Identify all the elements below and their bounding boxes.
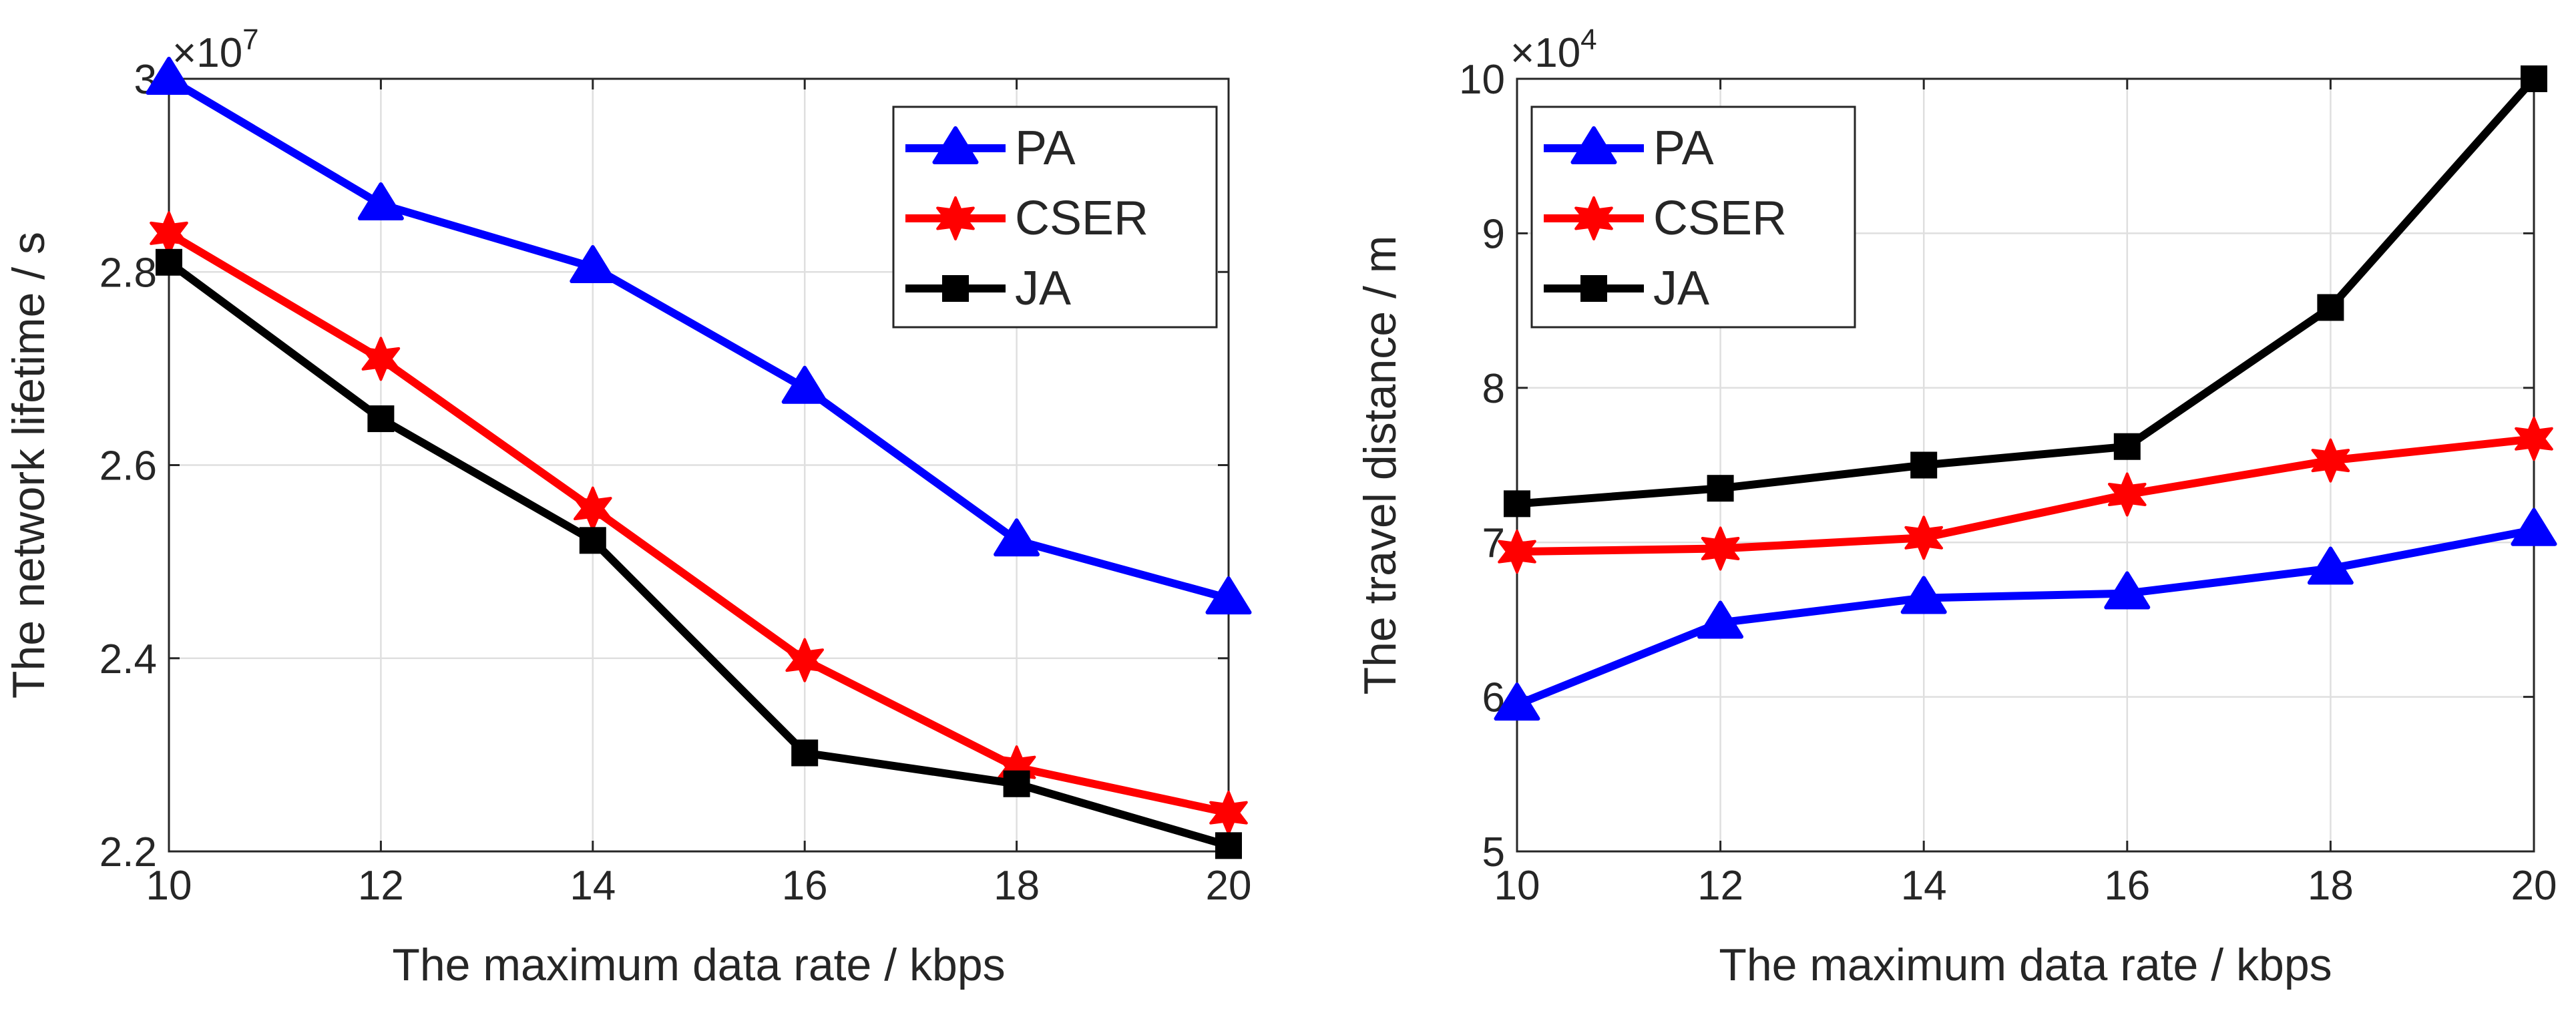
data-point-pa <box>2104 571 2151 610</box>
x-axis-label: The maximum data rate / kbps <box>1719 940 2332 990</box>
data-point-cser <box>2311 438 2350 483</box>
y-tick-label: 3 <box>134 57 157 103</box>
x-tick-label: 18 <box>2308 863 2354 909</box>
data-point-pa <box>1697 600 1744 639</box>
data-point-pa <box>1205 576 1252 615</box>
series-line-pa <box>1513 526 2538 709</box>
data-point-cser <box>2515 417 2553 461</box>
data-point-ja <box>1707 475 1734 502</box>
data-point-ja <box>2113 433 2141 460</box>
data-point-ja <box>791 739 819 767</box>
legend-marker-ja <box>1580 275 1607 302</box>
chart-network-lifetime: 10 12 14 16 18 20 2.2 2.4 2.6 2.8 3 ×107 The maximum… <box>3 23 1252 990</box>
legend-label-cser: CSER <box>1653 192 1787 245</box>
legend-marker-ja <box>942 275 969 302</box>
x-axis-label: The maximum data rate / kbps <box>392 940 1005 990</box>
exponent-power: 4 <box>1580 23 1596 56</box>
exponent-base: ×10 <box>172 30 242 76</box>
y-exponent-label: ×107 <box>172 23 259 76</box>
y-axis-label: The travel distance / m <box>1355 236 1406 695</box>
y-tick-label: 2.6 <box>99 443 157 489</box>
data-point-cser <box>1904 516 1943 560</box>
exponent-power: 7 <box>242 23 258 56</box>
data-point-ja <box>367 405 395 433</box>
data-point-ja <box>156 248 182 276</box>
data-point-ja <box>2317 294 2344 321</box>
legend-marker-pa <box>1570 126 1617 164</box>
y-exponent-label: ×104 <box>1510 23 1597 76</box>
series-line-ja <box>1513 75 2538 508</box>
data-point-ja <box>1003 770 1030 797</box>
axes-box <box>1516 77 2535 853</box>
data-point-ja <box>1215 832 1242 859</box>
x-tick-label: 12 <box>358 863 404 909</box>
x-tick-label: 18 <box>994 863 1040 909</box>
x-tick-label: 20 <box>1206 863 1252 909</box>
x-tick-label: 16 <box>2104 863 2150 909</box>
y-tick-label: 2.4 <box>99 636 157 682</box>
x-tick-label: 12 <box>1697 863 1743 909</box>
data-point-cser <box>1701 526 1740 571</box>
legend-marker-cser <box>936 196 975 240</box>
data-point-pa <box>994 518 1040 557</box>
data-point-pa <box>1900 576 1947 614</box>
y-tick-label: 5 <box>1482 829 1505 875</box>
x-tick-label: 16 <box>782 863 828 909</box>
y-tick-label: 9 <box>1482 211 1505 257</box>
series-line-cser <box>165 229 1233 817</box>
data-point-cser <box>2108 472 2147 517</box>
data-point-ja <box>2521 65 2547 92</box>
data-point-cser <box>361 337 401 381</box>
data-point-pa <box>570 245 616 284</box>
legend-label-ja: JA <box>1015 262 1071 315</box>
data-point-pa <box>2307 546 2354 585</box>
data-point-cser <box>1498 530 1536 574</box>
legend-label-pa: PA <box>1015 122 1076 175</box>
series-line-ja <box>165 258 1233 850</box>
data-point-ja <box>1504 490 1530 518</box>
legend-marker-cser <box>1574 196 1613 240</box>
y-axis-label: The network lifetime / s <box>3 232 54 698</box>
legend-label-cser: CSER <box>1015 192 1148 245</box>
y-tick-label: 8 <box>1482 366 1505 412</box>
y-tick-label: 2.2 <box>99 829 157 875</box>
x-tick-label: 10 <box>146 863 192 909</box>
data-point-ja <box>1910 451 1938 479</box>
exponent-base: ×10 <box>1510 30 1580 76</box>
data-point-pa <box>1494 682 1540 721</box>
data-point-cser <box>785 638 824 682</box>
data-point-pa <box>357 182 404 221</box>
x-tick-label: 10 <box>1494 863 1540 909</box>
legend-label-ja: JA <box>1653 262 1709 315</box>
y-tick-label: 2.8 <box>99 250 157 296</box>
x-tick-label: 14 <box>570 863 616 909</box>
legend-marker-pa <box>932 126 979 164</box>
series-line-pa <box>165 75 1233 603</box>
series-line-cser <box>1513 435 2538 556</box>
x-tick-label: 14 <box>1901 863 1947 909</box>
y-tick-label: 10 <box>1459 57 1505 103</box>
data-point-pa <box>781 365 828 404</box>
legend-label-pa: PA <box>1653 122 1714 175</box>
data-point-ja <box>579 527 606 554</box>
data-point-pa <box>146 57 192 95</box>
data-point-pa <box>2511 508 2557 546</box>
x-tick-label: 20 <box>2511 863 2557 909</box>
